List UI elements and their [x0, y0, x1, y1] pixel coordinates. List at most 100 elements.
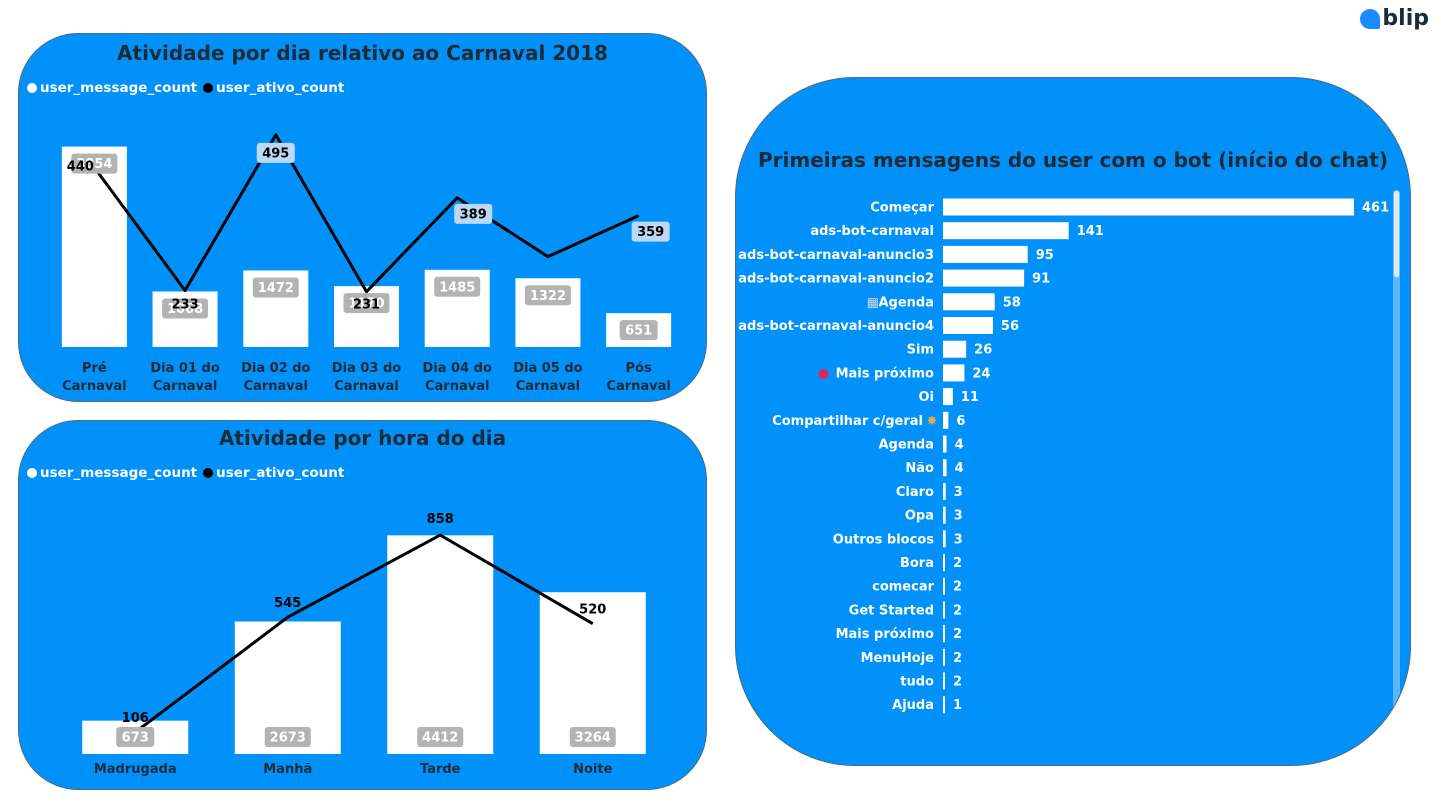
bar-value-label: 1322: [530, 289, 566, 304]
category-label: ads-bot-carnaval: [810, 224, 934, 239]
pin-icon: ●: [818, 366, 829, 381]
line-value-label: 231: [353, 298, 380, 313]
bar: [61, 146, 127, 347]
category-label: tudo: [900, 675, 934, 690]
legend-label: user_message_count: [40, 80, 198, 96]
legend-label: user_ativo_count: [216, 80, 345, 96]
bar: [943, 672, 945, 690]
bar-value-label: 4: [955, 461, 964, 476]
legend-item-ativo-count[interactable]: user_ativo_count: [203, 80, 344, 96]
legend-item-message-count[interactable]: user_message_count: [27, 465, 197, 481]
hourly-activity-legend[interactable]: user_message_count user_ativo_count: [27, 465, 344, 481]
ativo-count-line: [93, 133, 640, 294]
bar: [943, 269, 1025, 287]
bar-value-label: 461: [1362, 201, 1389, 216]
line-value-label: 359: [637, 225, 664, 240]
bar-value-label-bg: [264, 727, 311, 747]
legend-label: user_message_count: [40, 465, 198, 481]
category-label: Claro: [896, 485, 934, 500]
category-label: Carnaval: [244, 379, 308, 394]
bar: [943, 577, 945, 595]
bar-value-label: 1485: [439, 280, 475, 295]
bar-value-label: 1068: [167, 302, 203, 317]
daily-activity-legend[interactable]: user_message_count user_ativo_count: [27, 80, 344, 96]
bar: [943, 317, 993, 334]
bar-value-label: 6: [956, 414, 965, 429]
bar-value-label: 4412: [422, 731, 458, 746]
category-label: Get Started: [849, 603, 934, 618]
category-label: Mais próximo: [836, 627, 934, 642]
bar: [943, 459, 947, 477]
line-value-label: 389: [460, 207, 487, 222]
bar-value-label-bg: [252, 277, 299, 298]
bar-value-label: 11: [961, 390, 979, 405]
legend-item-message-count[interactable]: user_message_count: [27, 80, 197, 96]
category-label: ads-bot-carnaval-anuncio4: [738, 319, 934, 334]
scrollbar-thumb[interactable]: [1393, 190, 1400, 278]
bar-value-label-bg: [71, 153, 118, 174]
hourly-activity-title: Atividade por hora do dia: [218, 426, 507, 450]
line-value-label-bg: [631, 221, 670, 242]
first-messages-chart: 461Começar141ads-bot-carnaval95ads-bot-c…: [738, 198, 1389, 714]
bar-value-label: 95: [1036, 248, 1054, 263]
ativo-count-line: [134, 533, 594, 734]
bar: [943, 530, 946, 548]
bar-value-label: 4: [955, 438, 964, 453]
first-messages-panel: Primeiras mensagens do user com o bot (i…: [735, 77, 1411, 766]
legend-item-ativo-count[interactable]: user_ativo_count: [203, 465, 344, 481]
bar-value-label-bg: [524, 285, 571, 306]
daily-activity-title: Atividade por dia relativo ao Carnaval 2…: [117, 41, 608, 65]
bar-value-label: 2: [953, 675, 962, 690]
line-value-label: 106: [122, 711, 149, 726]
category-label: ads-bot-carnaval-anuncio2: [738, 272, 934, 287]
bar: [943, 648, 945, 666]
category-label: Mais próximo: [836, 366, 934, 381]
bar: [943, 411, 949, 429]
bar-value-label: 1472: [258, 281, 294, 296]
bar-value-label: 673: [122, 731, 149, 746]
bar: [943, 435, 947, 453]
bar-value-label: 3854: [76, 157, 112, 172]
bar: [943, 222, 1069, 240]
category-label: Pós: [626, 361, 652, 376]
speech-bubble-icon: [1360, 8, 1381, 29]
bar: [943, 364, 965, 382]
bar-value-label: 91: [1032, 272, 1050, 287]
category-label: Carnaval: [153, 379, 217, 394]
category-label: Dia 01 do: [150, 361, 219, 376]
bar-value-label: 26: [974, 343, 992, 358]
chart-scrollbar[interactable]: [1393, 190, 1400, 726]
bar: [943, 506, 946, 524]
bar: [943, 482, 946, 500]
hourly-activity-panel: Atividade por hora do dia user_message_c…: [18, 420, 707, 790]
category-label: Carnaval: [425, 379, 489, 394]
bar-value-label: 3264: [575, 731, 611, 746]
bar-value-label: 3: [954, 509, 963, 524]
category-label: Carnaval: [516, 379, 580, 394]
daily-activity-panel: Atividade por dia relativo ao Carnaval 2…: [18, 33, 707, 402]
category-label: Dia 05 do: [513, 361, 582, 376]
category-label: MenuHoje: [861, 651, 935, 666]
category-label: Dia 02 do: [241, 361, 310, 376]
bar-value-label: 2: [953, 651, 962, 666]
legend-marker-black: [203, 83, 214, 93]
legend-marker-black: [203, 468, 214, 478]
bar-value-label: 2673: [270, 731, 306, 746]
category-label: Oi: [918, 390, 934, 405]
category-label: Compartilhar c/geral: [772, 414, 923, 429]
category-label: Tarde: [420, 762, 461, 777]
bar-value-label: 2: [953, 556, 962, 571]
bar: [943, 696, 945, 714]
category-label: Carnaval: [606, 379, 670, 394]
logo-text: blip: [1382, 6, 1429, 31]
party-icon: ✸: [927, 414, 938, 429]
bar-value-label: 2: [953, 603, 962, 618]
category-label: comecar: [872, 580, 934, 595]
bar: [943, 198, 1354, 216]
legend-marker-white: [27, 468, 37, 478]
category-label: Manhã: [263, 762, 312, 777]
bar-value-label: 2: [953, 580, 962, 595]
bar-value-label: 56: [1001, 319, 1019, 334]
line-value-label-bg: [454, 203, 493, 224]
line-value-label-bg: [256, 142, 295, 163]
